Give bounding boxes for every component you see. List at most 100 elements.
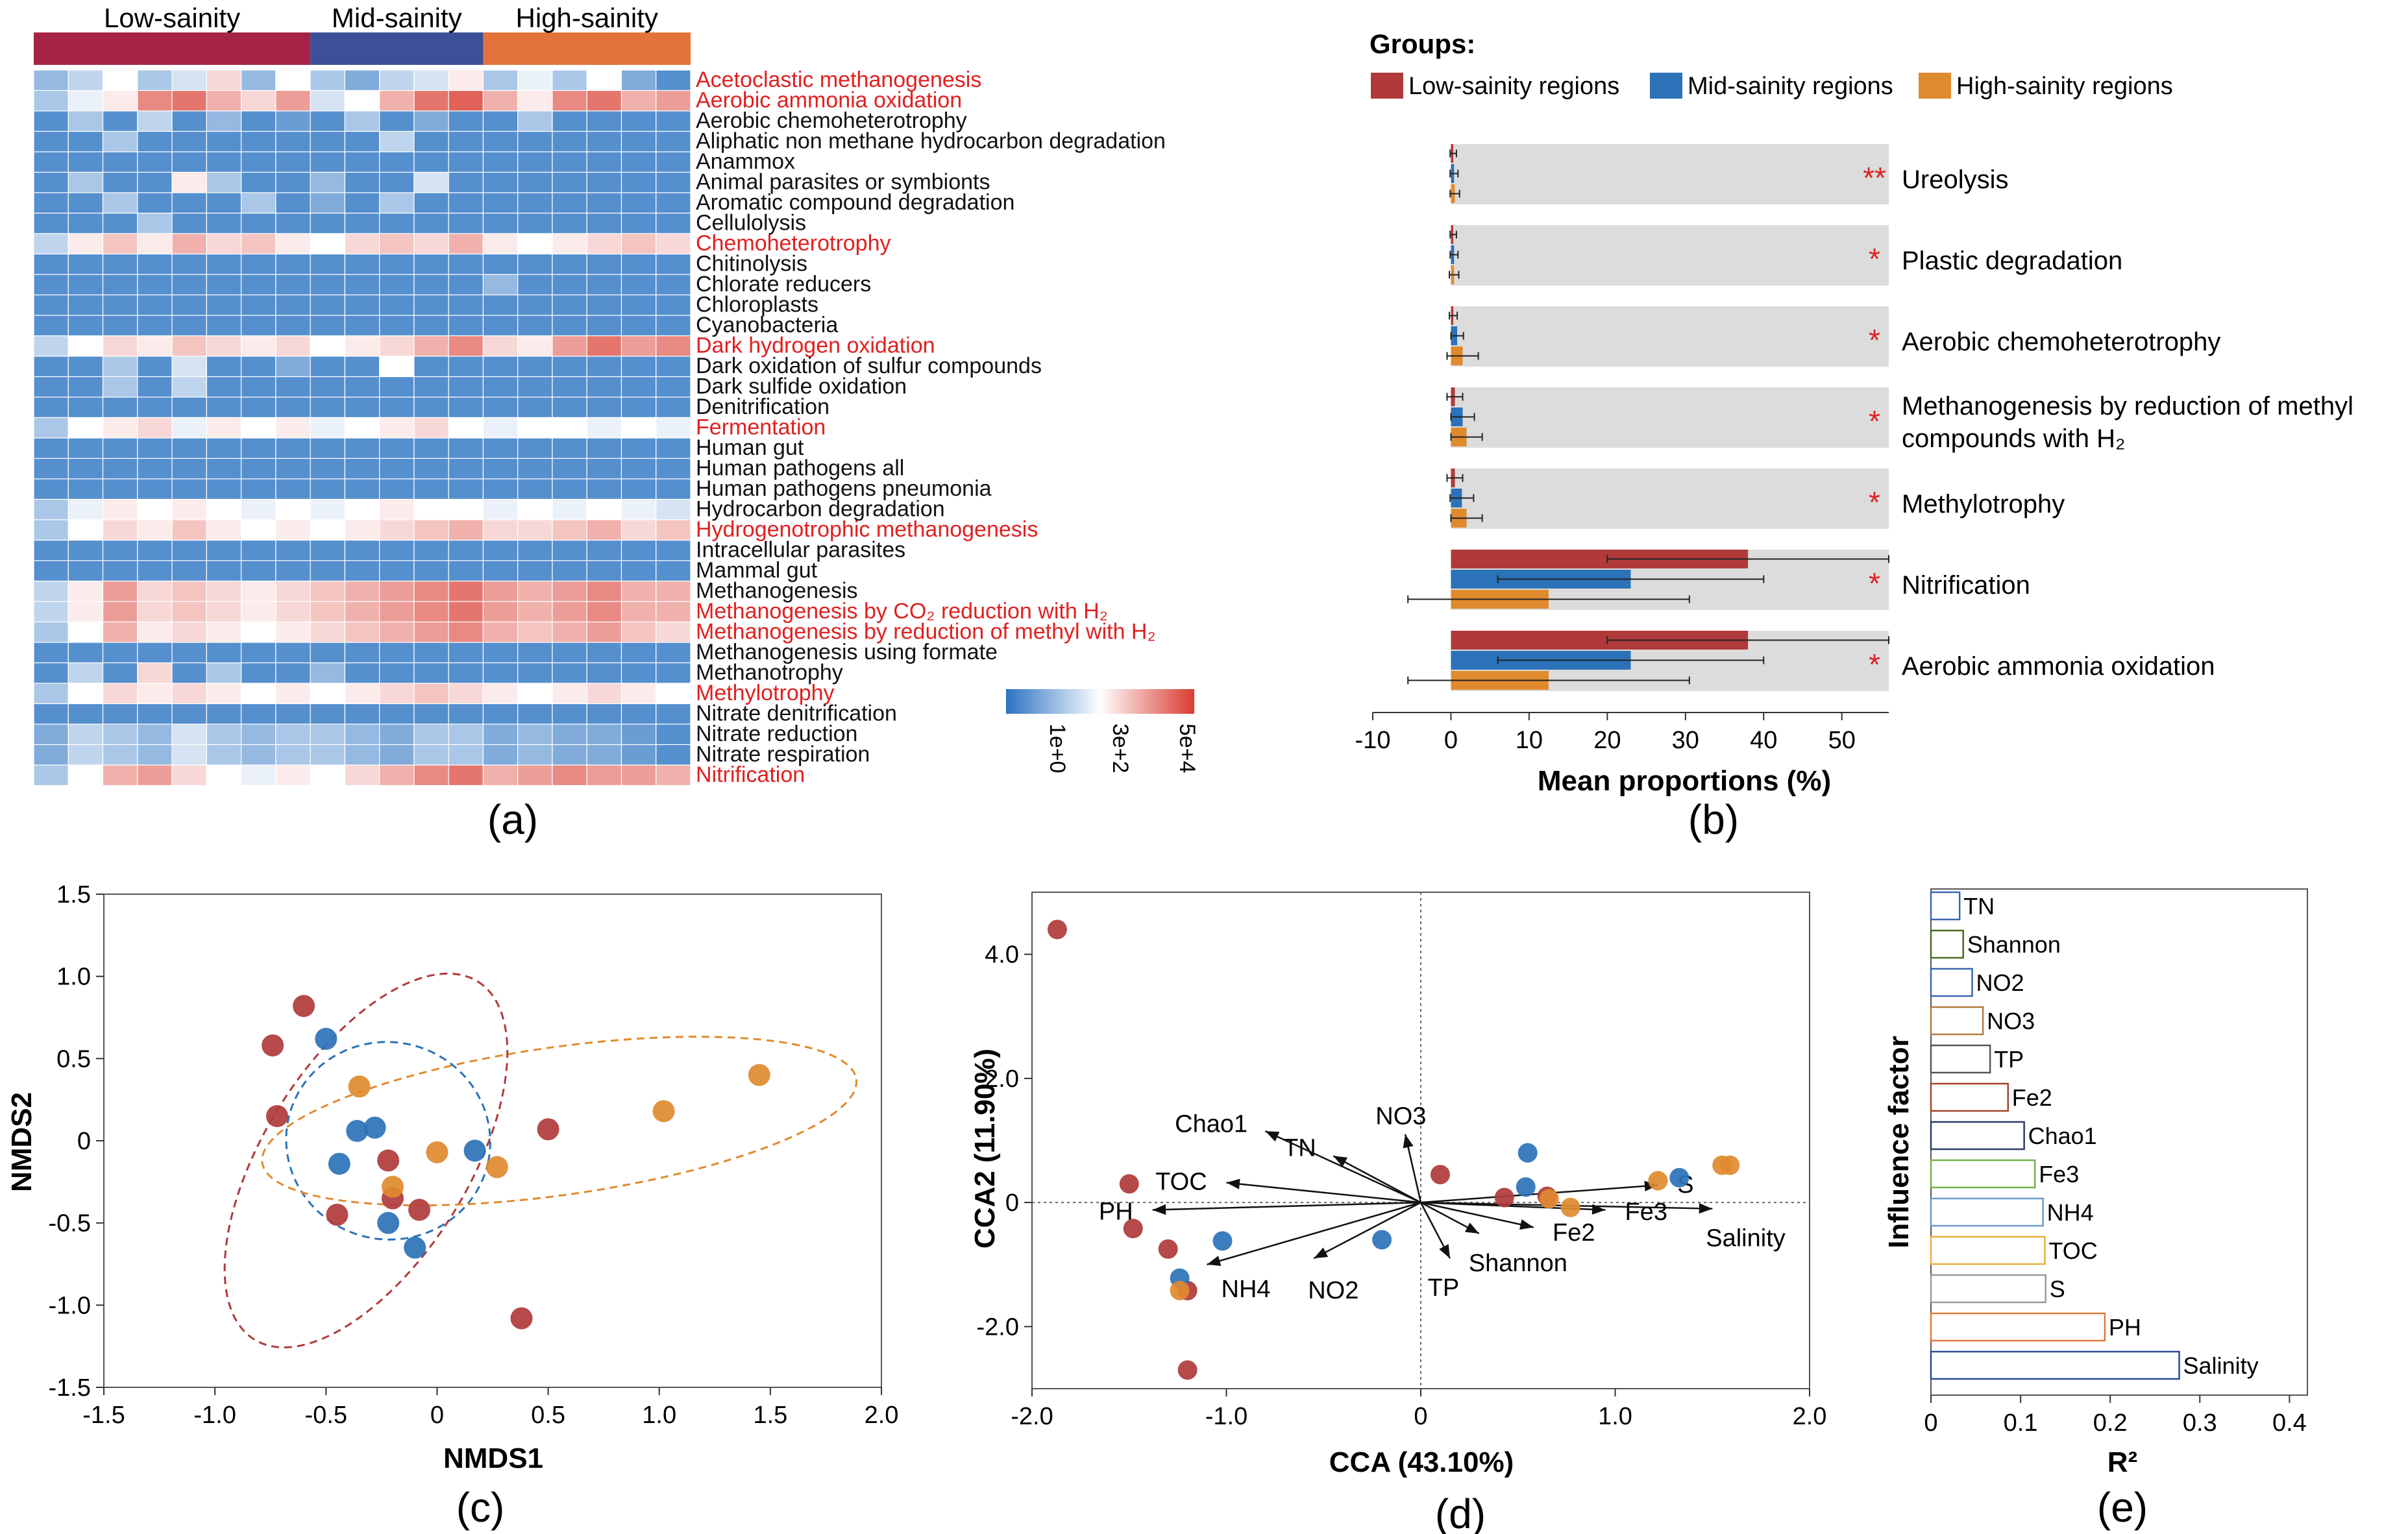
heatmap-cell bbox=[379, 724, 415, 746]
heatmap-cell bbox=[413, 519, 449, 541]
row-label: Animal parasites or symbionts bbox=[696, 169, 990, 194]
data-point bbox=[377, 1211, 400, 1234]
heatmap-cell bbox=[310, 376, 345, 398]
data-point bbox=[1669, 1167, 1689, 1187]
heatmap-cell bbox=[68, 396, 104, 419]
row-label: Methylotrophy bbox=[696, 681, 835, 705]
row-label: Cellulolysis bbox=[696, 210, 806, 235]
row-label: Acetoclastic methanogenesis bbox=[696, 67, 981, 92]
heatmap-cell bbox=[344, 642, 380, 664]
heatmap-cell bbox=[620, 744, 657, 766]
heatmap-cell bbox=[68, 171, 104, 193]
heatmap-cell bbox=[33, 744, 69, 766]
heatmap-cell bbox=[517, 683, 553, 705]
heatmap-cell bbox=[482, 253, 519, 275]
heatmap-cell bbox=[275, 253, 311, 275]
heatmap-cell bbox=[517, 315, 553, 337]
vector-label: Salinity bbox=[1706, 1225, 1786, 1252]
heatmap-cell bbox=[33, 662, 69, 684]
vector-arrowhead bbox=[1591, 1204, 1606, 1215]
data-point bbox=[1648, 1171, 1668, 1191]
bar-groups: ** Ureolysis* Plastic degradation* Aerobic … bbox=[1407, 144, 2353, 691]
vector-label: Fe3 bbox=[1625, 1199, 1667, 1226]
heatmap-cell bbox=[379, 683, 415, 705]
heatmap-cell bbox=[240, 601, 276, 623]
x-tick-label: -10 bbox=[1355, 727, 1391, 754]
heatmap-cell bbox=[240, 764, 276, 786]
heatmap-cell bbox=[68, 315, 104, 337]
heatmap-cell bbox=[33, 683, 69, 705]
data-point bbox=[537, 1118, 559, 1141]
heatmap-cell bbox=[482, 601, 519, 623]
heatmap-cell bbox=[310, 519, 345, 541]
heatmap-cell bbox=[379, 457, 415, 480]
heatmap-cell bbox=[240, 437, 276, 459]
heatmap-cell bbox=[137, 294, 173, 316]
heatmap-cell bbox=[517, 212, 553, 234]
x-tick-label: 1.0 bbox=[1598, 1403, 1632, 1430]
heatmap-cell bbox=[413, 744, 449, 766]
heatmap-cell bbox=[586, 417, 622, 439]
heatmap-cell bbox=[413, 457, 449, 480]
panel-label-c: (c) bbox=[456, 1484, 505, 1531]
heatmap-cell bbox=[517, 294, 553, 316]
heatmap-cell bbox=[620, 130, 657, 152]
heatmap-cell bbox=[656, 130, 691, 152]
heatmap-cell bbox=[102, 315, 138, 337]
heatmap-cell bbox=[68, 212, 104, 234]
heatmap-cell bbox=[656, 151, 691, 173]
bar-legend: Low-sainity regions Mid-sainity regions Hi… bbox=[1371, 73, 2173, 100]
heatmap-cell bbox=[344, 90, 380, 112]
heatmap-cell bbox=[240, 662, 276, 684]
heatmap-cell bbox=[206, 274, 242, 296]
x-axis-title: Mean proportions (%) bbox=[1538, 765, 1831, 797]
heatmap-cell bbox=[552, 457, 587, 480]
heatmap-cell bbox=[275, 90, 311, 112]
heatmap-cell bbox=[552, 417, 587, 439]
data-point bbox=[1539, 1189, 1559, 1209]
heatmap-cell bbox=[482, 212, 519, 234]
heatmap-cell bbox=[171, 233, 207, 255]
heatmap-cell bbox=[482, 437, 519, 459]
heatmap-cell bbox=[620, 539, 657, 561]
row-label: Intracellular parasites bbox=[696, 537, 905, 562]
significance-marker: * bbox=[1869, 323, 1880, 357]
heatmap-cell bbox=[413, 437, 449, 459]
heatmap-cell bbox=[275, 457, 311, 480]
r2-bar-label: Chao1 bbox=[2028, 1123, 2097, 1149]
heatmap-cell bbox=[586, 69, 622, 91]
heatmap-cell bbox=[137, 233, 173, 255]
heatmap-cell bbox=[552, 192, 587, 214]
category-background bbox=[1451, 387, 1889, 448]
heatmap-cell bbox=[586, 315, 622, 337]
heatmap-cell bbox=[171, 356, 207, 378]
y-tick-label: 1.5 bbox=[56, 881, 91, 908]
vector-arrowhead bbox=[1439, 1244, 1450, 1259]
heatmap-cell bbox=[586, 457, 622, 480]
heatmap-cell bbox=[586, 233, 622, 255]
heatmap-cell bbox=[137, 130, 173, 152]
heatmap-cell bbox=[482, 703, 519, 725]
heatmap-cell bbox=[379, 274, 415, 296]
heatmap-cell bbox=[552, 683, 587, 705]
heatmap-cell bbox=[68, 69, 104, 91]
heatmap-cell bbox=[552, 253, 587, 275]
heatmap-cell bbox=[344, 192, 380, 214]
heatmap-cell bbox=[482, 539, 519, 561]
heatmap-cell bbox=[33, 498, 69, 520]
heatmap-cell bbox=[310, 69, 345, 91]
heatmap-cell bbox=[552, 539, 587, 561]
x-tick-label: 0 bbox=[1444, 727, 1458, 754]
heatmap-cell bbox=[171, 90, 207, 112]
x-tick-label: 0 bbox=[1414, 1403, 1427, 1430]
heatmap-cell bbox=[137, 744, 173, 766]
heatmap-cell bbox=[413, 335, 449, 357]
panel-label-a: (a) bbox=[487, 796, 538, 843]
r2-bar bbox=[1930, 1121, 2025, 1150]
x-tick-label: 0.4 bbox=[2272, 1409, 2307, 1437]
significance-marker: ** bbox=[1863, 161, 1886, 195]
heatmap-cell bbox=[656, 457, 691, 480]
heatmap-cell bbox=[448, 69, 484, 91]
heatmap-cell bbox=[310, 335, 345, 357]
heatmap-cell bbox=[137, 662, 173, 684]
